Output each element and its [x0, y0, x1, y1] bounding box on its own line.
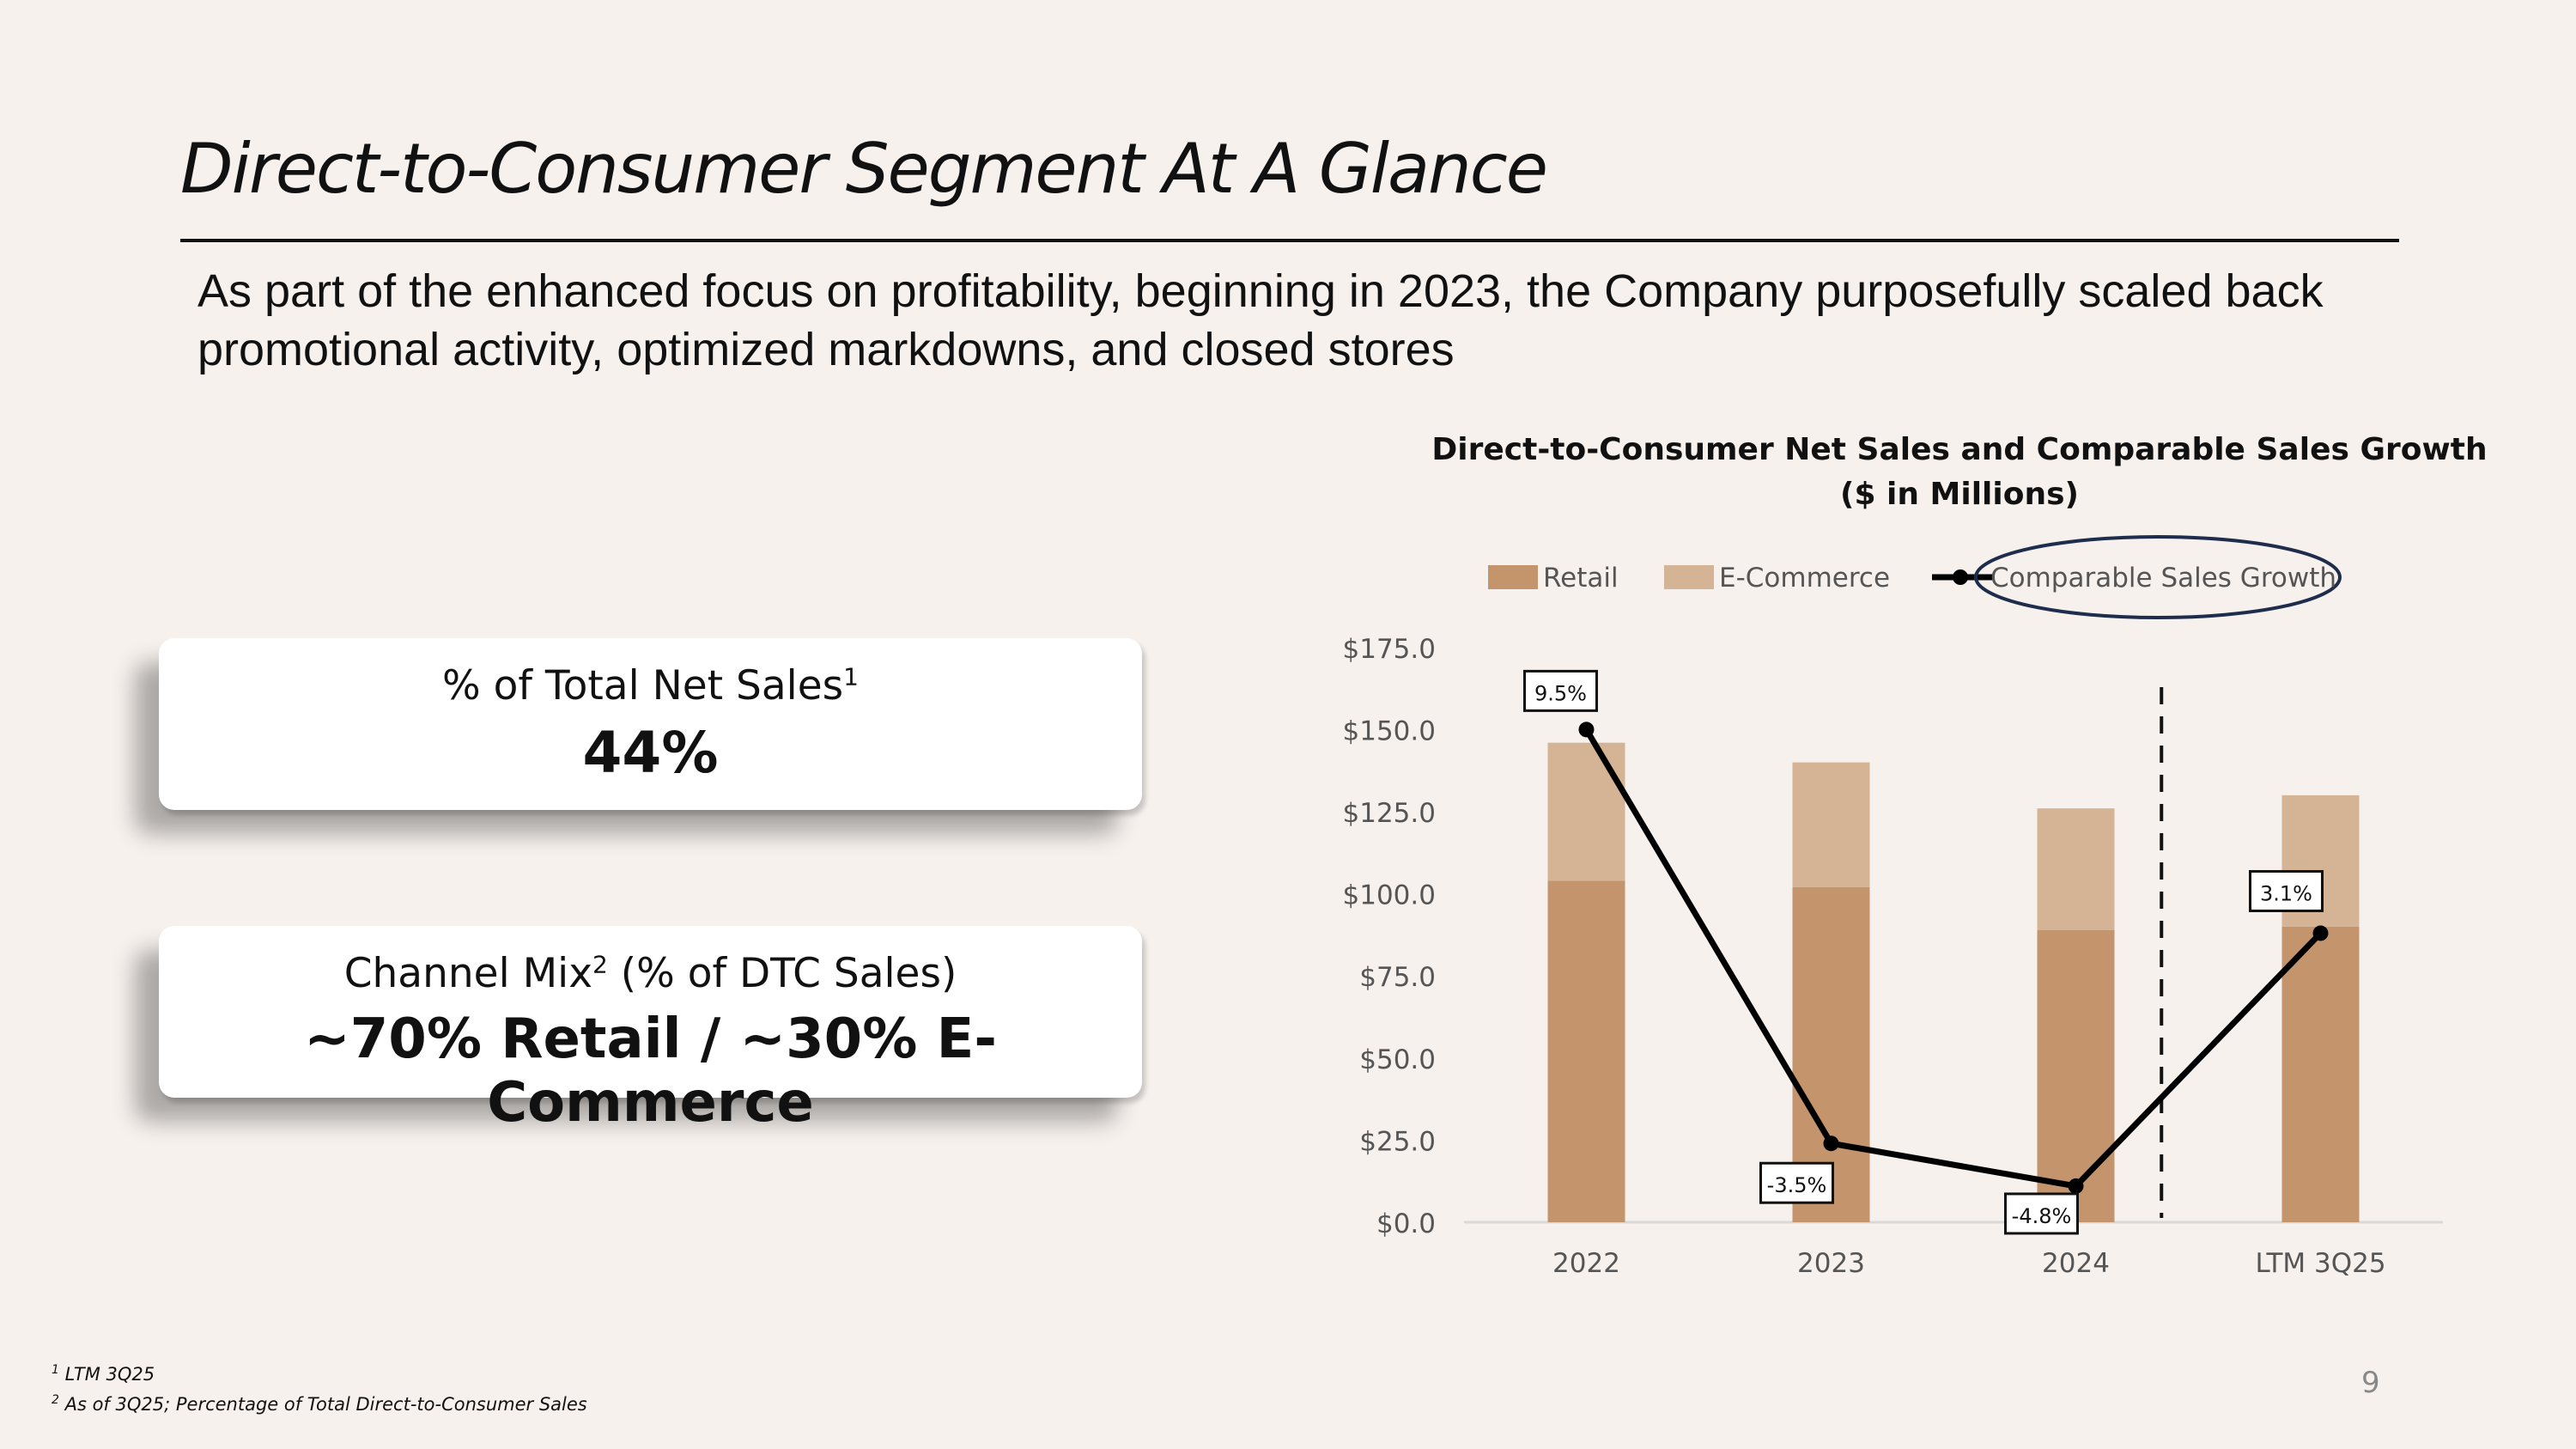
y-tick-label: $25.0 [1359, 1126, 1436, 1157]
y-tick-label: $100.0 [1343, 880, 1436, 911]
retail-bar [1547, 880, 1625, 1222]
ecommerce-bar [1792, 762, 1870, 887]
chart-axis: $0.0 $25.0 $50.0 $75.0 $100.0 $125.0 $150.0 $17… [1343, 634, 2443, 1279]
slide-title: Direct-to-Consumer Segment At A Glance [180, 129, 1548, 209]
footnote-ref: 1 [843, 662, 859, 691]
x-tick-label: 2022 [1552, 1248, 1620, 1279]
legend-growth-label: Comparable Sales Growth [1990, 563, 2336, 594]
ecommerce-bar [1547, 742, 1625, 881]
growth-label-box [2249, 869, 2324, 912]
footnote-ref: 2 [592, 950, 608, 979]
growth-point [2068, 1178, 2084, 1194]
y-tick-label: $150.0 [1343, 715, 1436, 746]
growth-point [2312, 925, 2329, 941]
slide-subtitle: As part of the enhanced focus on profita… [197, 265, 2324, 375]
growth-data-label: 3.1% [2260, 881, 2312, 905]
retail-bar [2037, 929, 2115, 1222]
y-tick-label: $175.0 [1343, 634, 1436, 665]
y-tick-label: $75.0 [1359, 962, 1436, 993]
growth-data-label: 9.5% [1534, 681, 1587, 705]
y-tick-label: $125.0 [1343, 798, 1436, 829]
chart-title-line2: ($ in Millions) [1840, 477, 2079, 512]
growth-data-label: -3.5% [1767, 1173, 1827, 1197]
x-tick-label: 2023 [1797, 1248, 1865, 1279]
footnote-2: 2 As of 3Q25; Percentage of Total Direct… [52, 1393, 587, 1415]
chart-bars [1547, 687, 2360, 1222]
legend-ecommerce-swatch [1664, 565, 1714, 589]
growth-label-box [2004, 1192, 2079, 1235]
legend-line-marker [1953, 569, 1968, 585]
card-value: 44% [582, 720, 719, 786]
footnotes: 1 LTM 3Q25 2 As of 3Q25; Percentage of T… [52, 1357, 587, 1417]
footnote-1: 1 LTM 3Q25 [52, 1363, 155, 1385]
growth-label-box [1523, 669, 1598, 712]
card-value: ~70% Retail / ~30% E-Commerce [304, 1008, 997, 1135]
growth-point [1823, 1135, 1839, 1152]
total-net-sales-card: % of Total Net Sales1 44% [159, 638, 1142, 810]
chart-title-line1: Direct-to-Consumer Net Sales and Compara… [1431, 432, 2487, 467]
y-tick-label: $50.0 [1359, 1044, 1436, 1075]
page-number: 9 [2361, 1366, 2380, 1400]
chart-legend: Retail E-Commerce Comparable Sales Growth [1488, 535, 2342, 619]
card-label: Channel Mix2 (% of DTC Sales) [343, 950, 957, 997]
title-rule [180, 239, 2399, 242]
growth-data-label: -4.8% [2012, 1204, 2072, 1228]
legend-retail-label: Retail [1543, 563, 1619, 594]
x-tick-label: LTM 3Q25 [2255, 1248, 2385, 1279]
legend-ecommerce-label: E-Commerce [1719, 563, 1890, 594]
legend-highlight-ellipse [1974, 535, 2342, 619]
x-tick-label: 2024 [2042, 1248, 2110, 1279]
growth-line [1583, 728, 2324, 1190]
ecommerce-bar [2037, 808, 2115, 930]
y-tick-label: $0.0 [1376, 1209, 1436, 1239]
legend-retail-swatch [1488, 565, 1538, 589]
card-label: % of Total Net Sales1 [442, 662, 859, 709]
channel-mix-card: Channel Mix2 (% of DTC Sales) ~70% Retai… [159, 926, 1142, 1135]
growth-point [1578, 721, 1595, 738]
growth-label-box [1759, 1161, 1834, 1204]
comparable-sales-line: 9.5% -3.5% -4.8% 3.1% [1523, 669, 2329, 1235]
retail-bar [2281, 926, 2360, 1222]
